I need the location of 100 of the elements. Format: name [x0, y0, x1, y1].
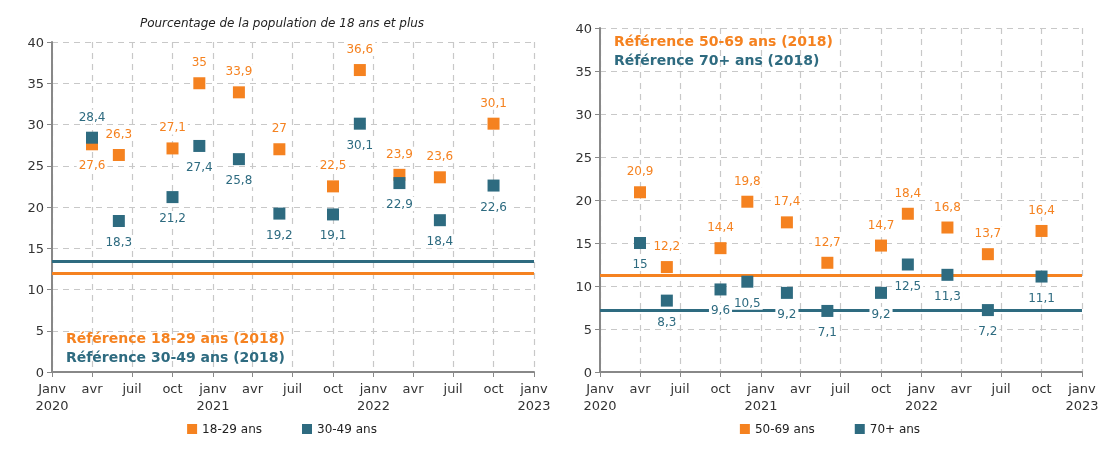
point [393, 177, 406, 190]
point [714, 283, 727, 296]
point [86, 131, 99, 144]
x-tick-label: janv 2021 [196, 381, 230, 413]
y-tick-label: 20 [27, 199, 44, 215]
data-label: 22,6 [480, 199, 507, 214]
y-tick-label: 5 [35, 323, 44, 339]
point [941, 221, 954, 234]
data-label: 10,5 [733, 295, 761, 310]
ref-line-label: Référence 30-49 ans (2018) [66, 349, 285, 365]
x-tick-label: oct [322, 381, 344, 396]
data-label: 18,3 [105, 235, 133, 250]
point [1035, 270, 1048, 283]
point [981, 248, 994, 261]
point [714, 242, 727, 255]
point [273, 207, 286, 220]
point [433, 214, 446, 227]
data-label: 11,1 [1028, 290, 1055, 305]
y-tick-label: 10 [27, 282, 44, 297]
point [232, 153, 245, 166]
y-tick-label: 15 [575, 235, 592, 251]
x-tick-label: avr [629, 381, 652, 396]
point [166, 142, 179, 155]
y-tick-label: 35 [27, 75, 44, 91]
point [660, 261, 673, 274]
point [660, 294, 673, 307]
data-label: 27,6 [78, 158, 106, 173]
point [941, 268, 954, 281]
point [193, 139, 206, 152]
point [780, 286, 793, 299]
data-label: 13,7 [974, 226, 1002, 241]
point [741, 195, 754, 208]
point [112, 149, 125, 162]
data-label: 16,8 [934, 199, 961, 214]
ref-line-label: Référence 50-69 ans (2018) [614, 33, 833, 49]
point [901, 258, 914, 271]
data-label: 14,7 [867, 217, 895, 232]
y-tick-label: 15 [27, 240, 44, 256]
legend-label: 50-69 ans [754, 422, 815, 436]
point [353, 117, 366, 130]
ref-line-label: Référence 70+ ans (2018) [614, 52, 820, 68]
point [821, 256, 834, 269]
point [1035, 224, 1048, 237]
point [327, 208, 340, 221]
x-tick-label: juil [442, 381, 463, 396]
x-tick-label: avr [950, 381, 973, 396]
x-tick-label: juil [990, 381, 1011, 396]
data-label: 14,4 [707, 220, 734, 235]
data-label: 36,6 [346, 42, 374, 57]
data-label: 8,3 [657, 314, 677, 329]
data-label: 11,3 [934, 288, 961, 303]
data-label: 18,4 [426, 234, 454, 249]
point [487, 179, 500, 192]
legend-label: 18-29 ans [202, 422, 263, 436]
data-label: 12,5 [894, 278, 922, 293]
chart-subtitle: Pourcentage de la population de 18 ans et plus [139, 16, 425, 30]
y-tick-label: 10 [575, 278, 592, 294]
x-tick-label: oct [483, 381, 504, 396]
data-label: 23,6 [426, 149, 454, 164]
data-label: 28,4 [78, 109, 106, 124]
y-tick-label: 0 [583, 364, 592, 380]
legend-label: 70+ ans [869, 422, 921, 436]
data-label: 12,7 [814, 234, 841, 249]
data-label: 20,9 [626, 164, 654, 179]
point [780, 216, 793, 229]
y-tick-label: 0 [35, 364, 44, 380]
point [875, 239, 888, 252]
x-tick-label: juil [121, 381, 142, 396]
point [741, 275, 754, 288]
point [112, 215, 125, 228]
y-tick-label: 40 [575, 20, 592, 36]
y-tick-label: 30 [27, 117, 44, 132]
x-tick-label: juil [282, 381, 303, 396]
data-label: 7,1 [817, 324, 837, 339]
y-tick-label: 30 [575, 106, 592, 122]
data-label: 27 [271, 121, 288, 136]
data-label: 9,2 [777, 306, 797, 321]
data-label: 17,4 [773, 194, 801, 209]
point [487, 117, 500, 130]
x-tick-label: avr [242, 381, 264, 396]
data-label: 27,4 [185, 159, 213, 174]
y-tick-label: 25 [27, 158, 44, 174]
x-tick-label: janv 2022 [904, 381, 939, 413]
data-label: 9,6 [710, 303, 731, 318]
ref-line-label: Référence 18-29 ans (2018) [66, 330, 285, 346]
data-label: 30,1 [480, 95, 507, 110]
y-tick-label: 40 [27, 34, 44, 50]
data-label: 18,4 [894, 185, 922, 200]
x-tick-label: juil [669, 381, 690, 396]
x-tick-label: oct [870, 381, 892, 396]
data-label: 7,2 [978, 324, 998, 339]
point [353, 64, 366, 77]
x-tick-label: avr [402, 381, 425, 396]
data-label: 22,9 [386, 197, 413, 212]
legend-label: 30-49 ans [317, 422, 377, 436]
x-tick-label: avr [81, 381, 104, 396]
x-tick-label: Janv 2020 [35, 381, 69, 413]
data-label: 12,2 [653, 239, 681, 254]
data-label: 30,1 [346, 137, 374, 152]
point [273, 143, 286, 156]
